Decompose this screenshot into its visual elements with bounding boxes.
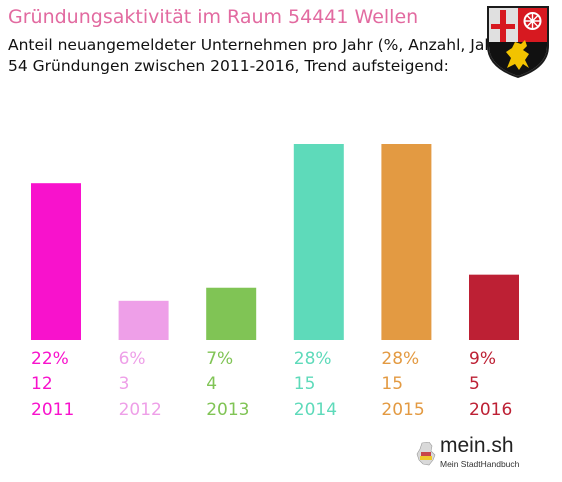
logo-name: mein.sh bbox=[440, 434, 514, 457]
bar-2012 bbox=[118, 300, 169, 340]
year-label-2011: 2011 bbox=[31, 400, 74, 420]
logo-tagline: Mein StadtHandbuch bbox=[440, 459, 520, 469]
percent-label-2013: 7% bbox=[206, 349, 233, 369]
year-label-2012: 2012 bbox=[119, 400, 162, 420]
state-coat-of-arms-icon bbox=[487, 6, 549, 78]
chart-title: Gründungsaktivität im Raum 54441 Wellen bbox=[8, 6, 419, 28]
germany-map-icon bbox=[416, 442, 436, 466]
percent-label-2011: 22% bbox=[31, 349, 69, 369]
chart-subtitle-line2: 54 Gründungen zwischen 2011-2016, Trend … bbox=[8, 57, 449, 75]
percent-label-2012: 6% bbox=[119, 349, 146, 369]
percent-label-2014: 28% bbox=[294, 349, 332, 369]
year-label-2014: 2014 bbox=[294, 400, 337, 420]
count-label-2014: 15 bbox=[294, 374, 316, 394]
bar-2013 bbox=[206, 287, 257, 340]
year-label-2013: 2013 bbox=[206, 400, 249, 420]
count-label-2016: 5 bbox=[469, 374, 480, 394]
count-label-2012: 3 bbox=[119, 374, 130, 394]
percent-label-2015: 28% bbox=[381, 349, 419, 369]
chart-subtitle-line1: Anteil neuangemeldeter Unternehmen pro J… bbox=[8, 36, 507, 54]
site-logo[interactable]: mein.sh Mein StadtHandbuch bbox=[416, 434, 524, 474]
count-label-2013: 4 bbox=[206, 374, 217, 394]
percent-label-2016: 9% bbox=[469, 349, 496, 369]
bar-2014 bbox=[293, 144, 344, 340]
count-label-2015: 15 bbox=[381, 374, 403, 394]
year-label-2016: 2016 bbox=[469, 400, 512, 420]
bar-2016 bbox=[469, 274, 519, 340]
year-label-2015: 2015 bbox=[381, 400, 424, 420]
bar-2011 bbox=[31, 183, 81, 340]
count-label-2011: 12 bbox=[31, 374, 53, 394]
bar-2015 bbox=[381, 144, 432, 340]
